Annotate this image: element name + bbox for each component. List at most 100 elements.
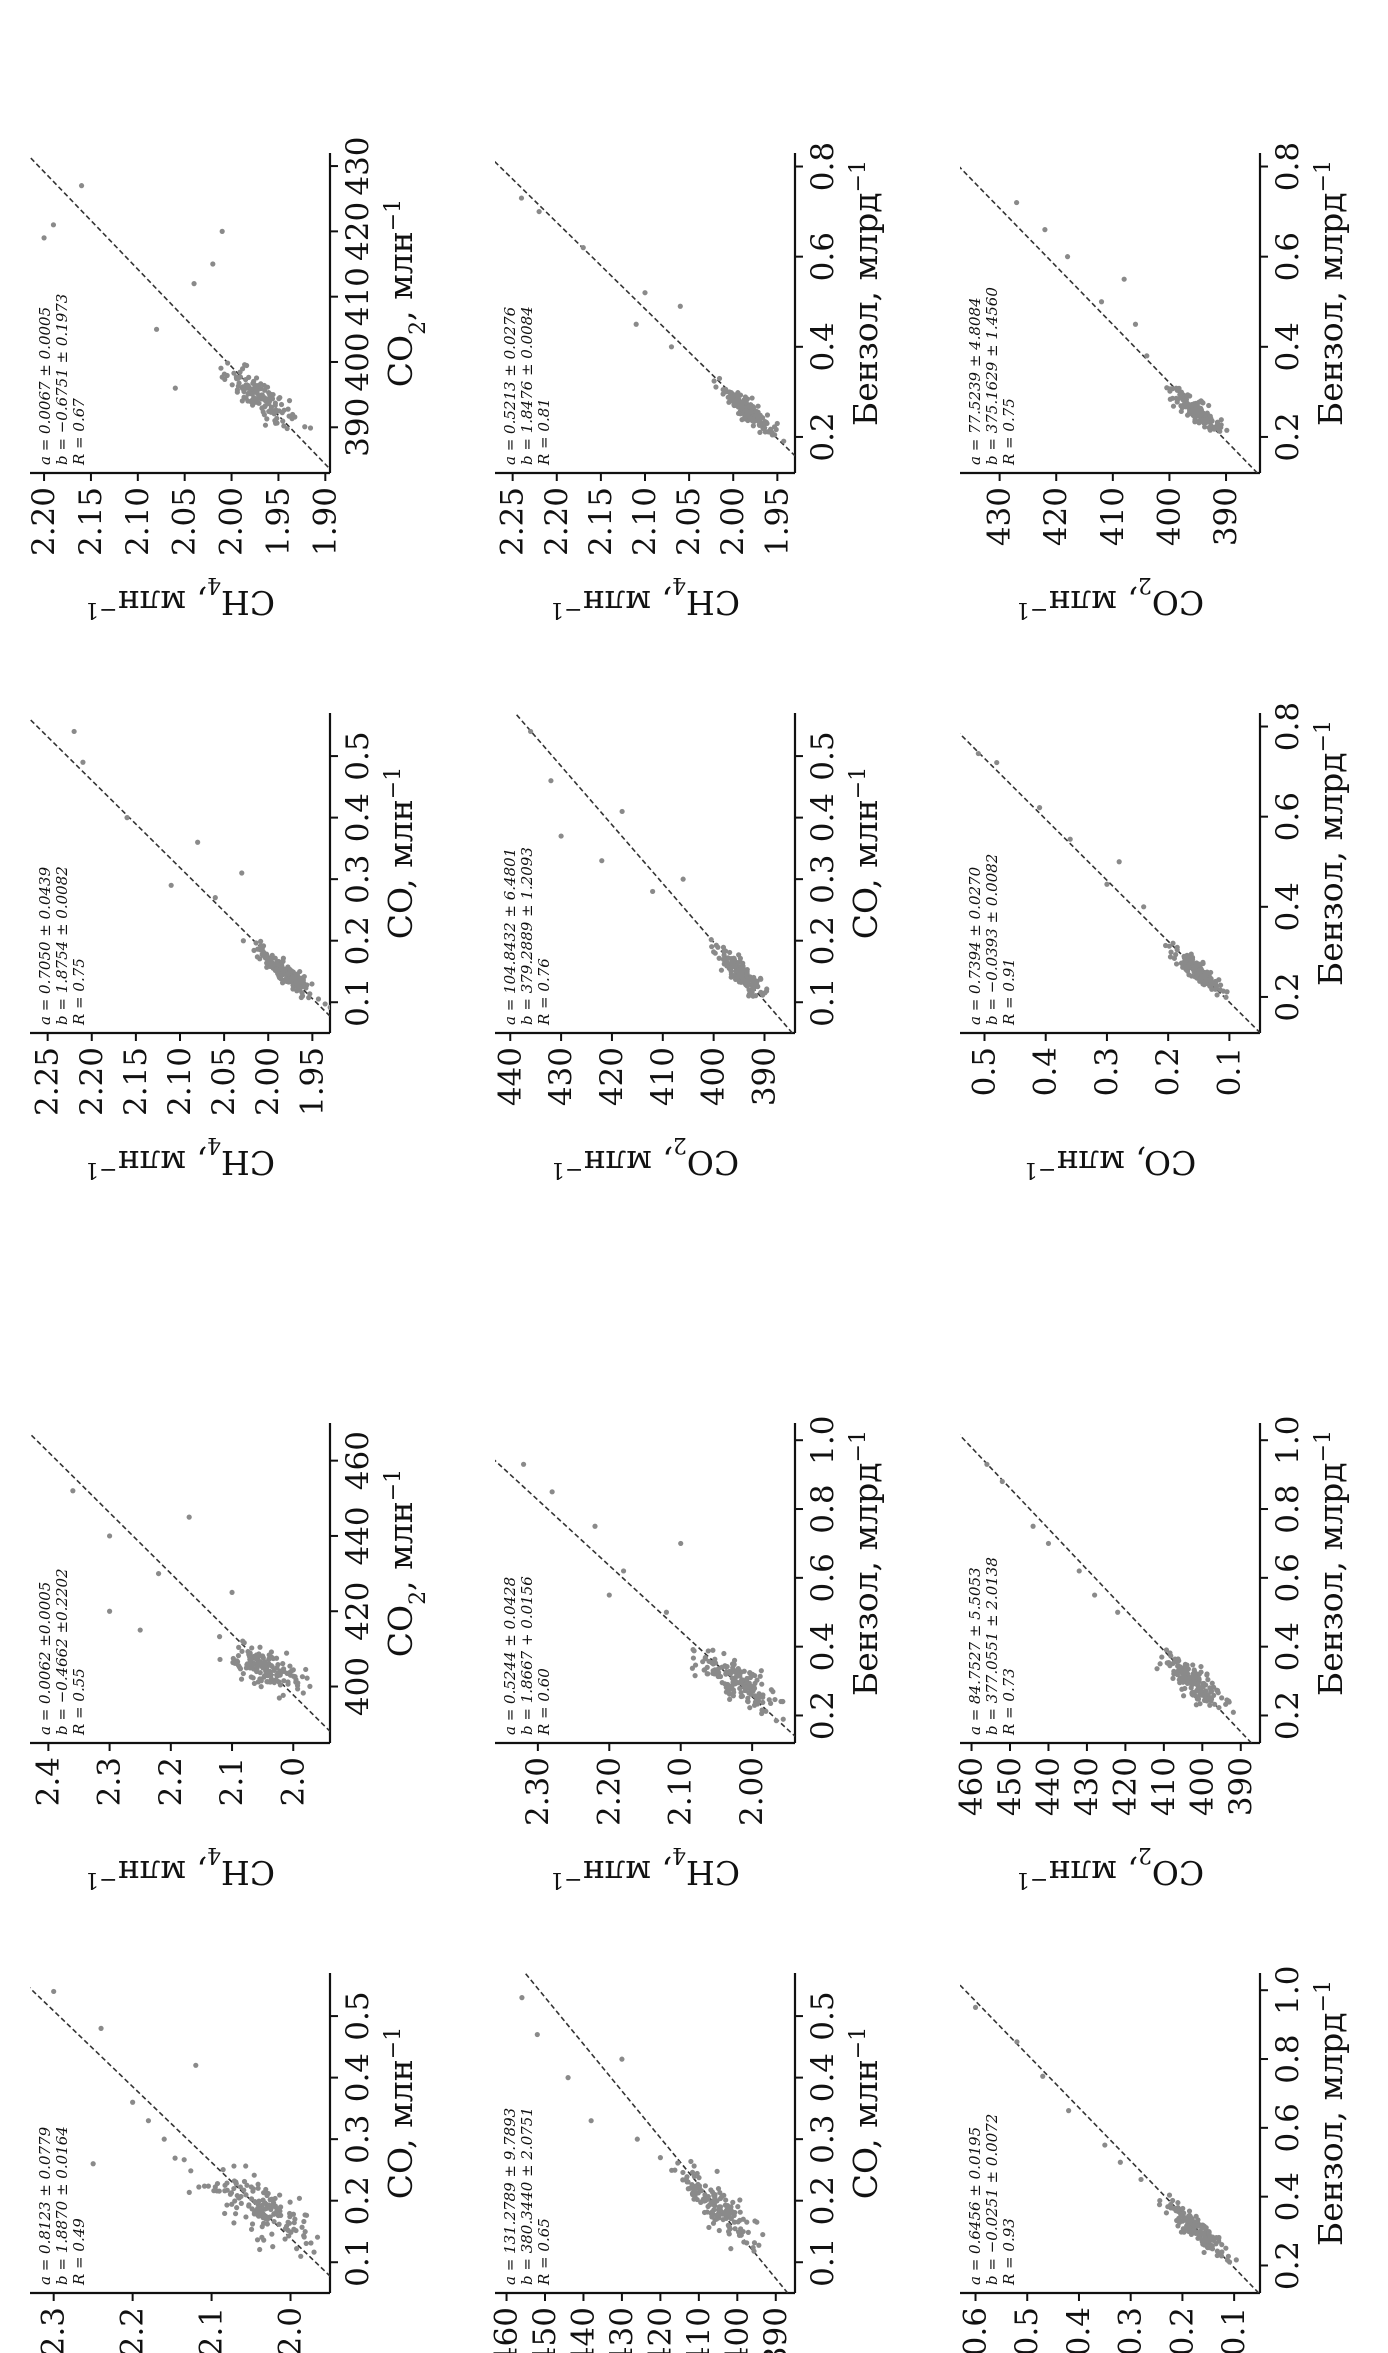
y-tick-label: 2.05 xyxy=(167,487,203,556)
data-point xyxy=(1159,1654,1165,1660)
data-point xyxy=(713,384,719,390)
data-point xyxy=(751,976,757,982)
data-point xyxy=(1223,2245,1229,2251)
data-point xyxy=(181,2157,187,2163)
data-point xyxy=(745,1695,751,1701)
data-point xyxy=(232,2211,239,2217)
data-point xyxy=(1219,2242,1225,2248)
data-point xyxy=(271,2218,277,2225)
data-point xyxy=(1202,2239,1208,2245)
x-tick-label: 0.4 xyxy=(805,2053,841,2102)
data-point xyxy=(266,400,272,406)
chart-panel-p2: 0.1 0.2 0.3 0.4 0.5 1.952.002.052.102.152.202… xyxy=(30,713,420,1183)
y-tick-label: 2.20 xyxy=(591,1757,627,1826)
data-point xyxy=(741,2239,747,2245)
x-tick-label: 0.2 xyxy=(805,916,841,965)
y-tick-label: 2.15 xyxy=(118,1047,154,1116)
data-point xyxy=(51,1988,57,1995)
data-point xyxy=(764,420,770,427)
stat-label: a = 131.2789 ± 9.7893 xyxy=(501,2108,519,2285)
data-point xyxy=(262,422,269,428)
data-point xyxy=(739,417,745,423)
data-point xyxy=(727,390,733,396)
y-tick-label: 390 xyxy=(758,2307,794,2353)
data-point xyxy=(1184,412,1191,418)
data-point xyxy=(746,976,753,982)
data-point xyxy=(1170,940,1176,946)
data-point xyxy=(239,1648,245,1654)
data-point xyxy=(689,2169,696,2175)
data-point xyxy=(684,2179,690,2185)
data-point xyxy=(239,870,245,876)
data-point xyxy=(288,968,295,974)
data-point xyxy=(592,1523,598,1529)
data-point xyxy=(243,1665,249,1671)
data-point xyxy=(1171,955,1177,961)
plot-area xyxy=(495,153,795,473)
data-point xyxy=(619,2056,625,2062)
y-tick-label: 2.2 xyxy=(115,2307,151,2353)
data-point xyxy=(250,2188,256,2194)
data-point xyxy=(1207,1702,1213,1708)
data-point xyxy=(1203,2225,1209,2231)
data-point xyxy=(309,981,315,987)
data-point xyxy=(731,963,737,969)
data-point xyxy=(1141,904,1147,910)
data-point xyxy=(750,423,756,429)
data-point xyxy=(1214,1687,1221,1694)
y-tick-label: 2.05 xyxy=(206,1047,242,1116)
rotated-figure-group: 3904004104204301.901.952.002.052.102.152… xyxy=(26,136,1351,2353)
plot-area xyxy=(514,713,793,1033)
y-tick-label: 2.0 xyxy=(273,2307,309,2353)
x-tick-label: 1.0 xyxy=(1270,1416,1306,1465)
data-point xyxy=(716,2227,722,2234)
data-point xyxy=(1224,989,1230,995)
data-point xyxy=(261,382,267,389)
plot-area xyxy=(30,153,330,473)
data-point xyxy=(691,2196,697,2202)
data-point xyxy=(254,954,260,960)
stat-label: a = 84.7527 ± 5.5053 xyxy=(966,1567,984,1735)
regression-line xyxy=(30,1423,330,1743)
data-point xyxy=(290,1667,296,1673)
data-point xyxy=(249,1665,255,1671)
x-axis-title: Бензол, млрд−1 xyxy=(1311,720,1351,986)
data-point xyxy=(255,1679,261,1685)
data-point xyxy=(245,391,251,397)
x-axis-title: CO, млн−1 xyxy=(846,767,886,939)
data-point xyxy=(1191,2226,1197,2233)
y-tick-label: 2.25 xyxy=(30,1047,66,1116)
chart-panel-p12: 0.20.40.60.81.00.10.20.30.40.50.6Бензол,… xyxy=(958,1966,1351,2353)
y-tick-label: 400 xyxy=(719,2307,755,2353)
data-point xyxy=(519,1995,525,2001)
y-tick-label: 2.3 xyxy=(36,2307,72,2353)
y-tick-label: 2.10 xyxy=(162,1047,198,1116)
data-point xyxy=(1170,403,1177,409)
data-point xyxy=(718,967,725,973)
data-point xyxy=(273,966,279,972)
y-tick-label: 2.20 xyxy=(26,487,62,556)
data-point xyxy=(548,778,554,784)
stat-label: b = 377.0551 ± 2.0138 xyxy=(983,1557,1001,1735)
data-point xyxy=(731,957,738,963)
data-point xyxy=(238,2200,244,2207)
data-point xyxy=(731,2219,738,2225)
x-tick-label: 400 xyxy=(340,1657,376,1716)
data-point xyxy=(698,2199,704,2206)
data-point xyxy=(253,940,259,946)
data-point xyxy=(518,195,525,201)
data-point xyxy=(272,400,278,406)
data-point xyxy=(307,425,314,431)
data-point xyxy=(292,2216,298,2222)
data-point xyxy=(1174,947,1180,953)
data-point xyxy=(1209,2242,1215,2249)
data-point xyxy=(218,365,224,371)
x-axis-title: Бензол, млрд−1 xyxy=(1311,1980,1351,2246)
data-point xyxy=(711,1670,717,1677)
data-point xyxy=(254,2237,261,2243)
data-point xyxy=(243,2163,249,2169)
x-tick-label: 0.6 xyxy=(805,232,841,281)
data-point xyxy=(261,2237,267,2243)
data-point xyxy=(620,1568,627,1574)
